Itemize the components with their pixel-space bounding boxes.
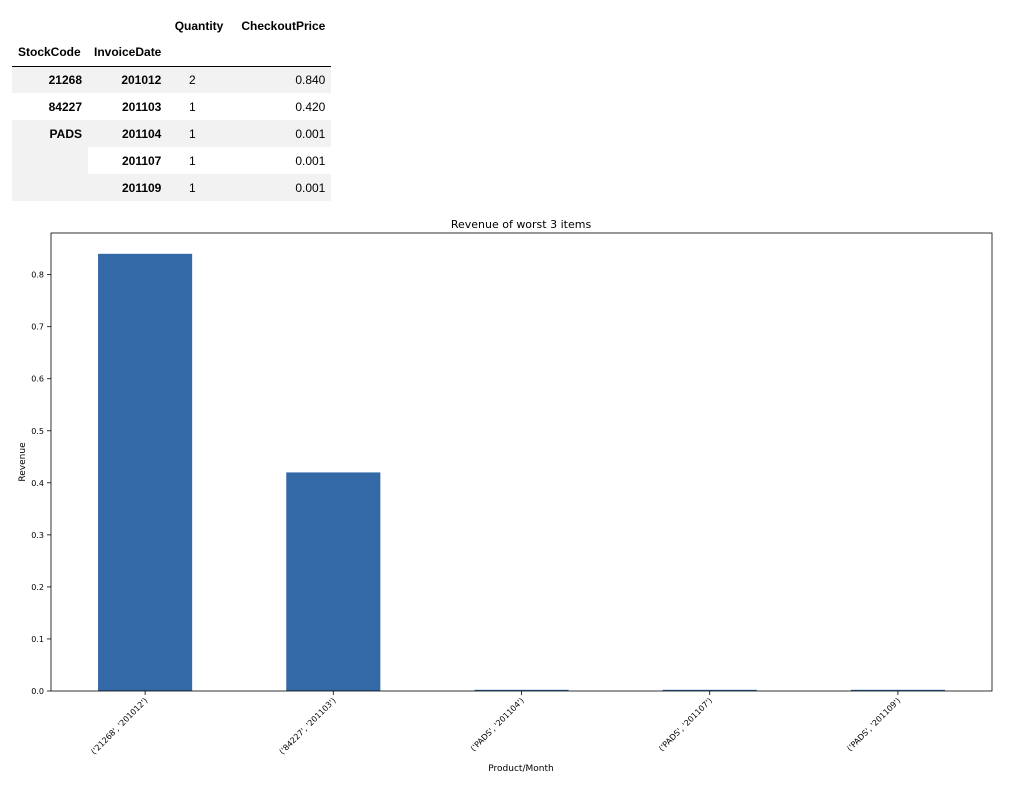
x-axis-label: Product/Month — [488, 764, 553, 774]
header-blank — [167, 39, 230, 67]
y-tick-label: 0.1 — [31, 635, 44, 644]
row-invoicedate: 201107 — [121, 153, 162, 168]
x-tick-label: ('84227', '201103') — [278, 696, 338, 756]
x-tick-label: ('21268', '201012') — [89, 696, 149, 756]
row-quantity: 1 — [189, 99, 196, 114]
chart-title: Revenue of worst 3 items — [451, 218, 592, 231]
bar — [850, 689, 945, 691]
y-tick-label: 0.3 — [31, 531, 44, 540]
dataframe-table: Quantity CheckoutPrice StockCode Invoice… — [12, 12, 332, 201]
y-tick-label: 0.8 — [31, 271, 44, 280]
y-tick-label: 0.2 — [31, 583, 44, 592]
y-tick-label: 0.0 — [31, 687, 44, 696]
row-quantity: 1 — [167, 120, 230, 147]
y-tick-label: 0.6 — [31, 375, 44, 384]
bars-group — [98, 253, 945, 691]
bar — [286, 472, 381, 691]
plot-frame — [50, 232, 993, 692]
bar-chart: Revenue of worst 3 items 0.0 0.1 0.2 0.3 0.4… — [18, 218, 993, 774]
row-checkoutprice: 0.420 — [295, 99, 326, 114]
x-tick-label: ('PADS', '201104') — [469, 696, 526, 753]
column-header-checkoutprice: CheckoutPrice — [241, 18, 326, 33]
y-tick-label: 0.5 — [31, 427, 44, 436]
y-axis: 0.0 0.1 0.2 0.3 0.4 0.5 0.6 0.7 0.8 — [31, 271, 51, 696]
row-stockcode: 21268 — [12, 66, 88, 93]
header-blank — [229, 39, 332, 67]
table-row: 21268 201012 2 0.840 — [12, 66, 332, 93]
table-row: 201109 1 0.001 — [12, 174, 332, 201]
row-invoicedate: 201104 — [88, 120, 168, 147]
column-header-quantity: Quantity — [174, 18, 224, 33]
row-checkoutprice: 0.001 — [229, 120, 332, 147]
row-invoicedate: 201012 — [88, 66, 168, 93]
row-stockcode: PADS — [12, 120, 88, 147]
row-quantity: 1 — [189, 153, 196, 168]
row-stockcode: 84227 — [12, 93, 88, 120]
row-invoicedate: 201109 — [88, 174, 168, 201]
y-tick-label: 0.7 — [31, 323, 44, 332]
index-name-invoicedate: InvoiceDate — [88, 39, 168, 67]
x-axis: ('21268', '201012') ('84227', '201103') ('… — [89, 691, 902, 756]
row-checkoutprice: 0.840 — [229, 66, 332, 93]
index-header-row: StockCode InvoiceDate — [12, 39, 332, 67]
table-row: 84227 201103 1 0.420 — [12, 93, 331, 120]
table-row: 201107 1 0.001 — [12, 147, 331, 174]
y-tick-label: 0.4 — [31, 479, 44, 488]
header-blank — [12, 12, 88, 39]
y-axis-label: Revenue — [18, 442, 28, 482]
x-tick-label: ('PADS', '201107') — [657, 696, 714, 753]
table-row: PADS 201104 1 0.001 — [12, 120, 332, 147]
index-name-stockcode: StockCode — [12, 39, 88, 67]
row-stockcode — [12, 174, 88, 201]
header-blank — [88, 12, 167, 39]
bar — [662, 689, 757, 691]
bar — [474, 689, 569, 691]
row-quantity: 2 — [167, 66, 230, 93]
column-header-row: Quantity CheckoutPrice — [12, 12, 331, 39]
row-quantity: 1 — [167, 174, 230, 201]
x-tick-label: ('PADS', '201109') — [845, 696, 902, 753]
row-invoicedate: 201103 — [121, 99, 162, 114]
bar — [98, 253, 193, 691]
row-checkoutprice: 0.001 — [229, 174, 332, 201]
row-stockcode — [12, 147, 88, 174]
row-checkoutprice: 0.001 — [295, 153, 326, 168]
